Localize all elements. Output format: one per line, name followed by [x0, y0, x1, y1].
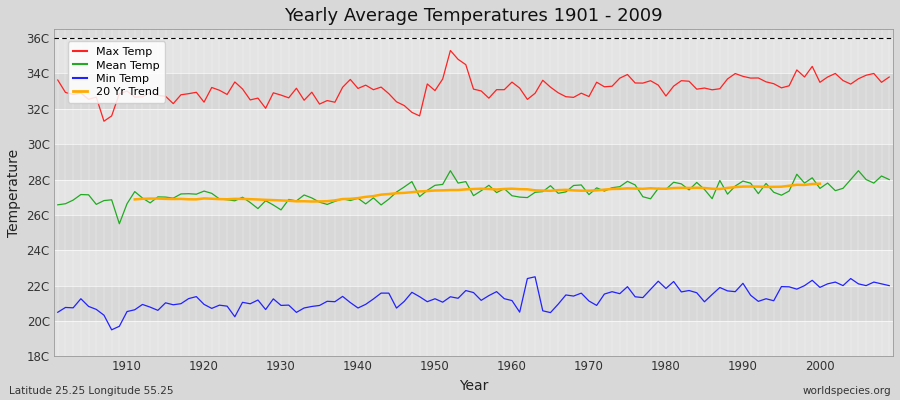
Line: Max Temp: Max Temp [58, 50, 889, 121]
Max Temp [291, 86, 302, 91]
Max Temp [615, 76, 626, 80]
Min Temp [615, 291, 626, 296]
Mean Temp [514, 195, 525, 200]
Mean Temp [291, 198, 302, 203]
Legend: Max Temp, Mean Temp, Min Temp, 20 Yr Trend: Max Temp, Mean Temp, Min Temp, 20 Yr Tre… [68, 41, 165, 102]
Max Temp [99, 119, 110, 124]
X-axis label: Year: Year [459, 379, 488, 393]
Min Temp [106, 328, 117, 332]
20 Yr Trend [306, 199, 317, 204]
20 Yr Trend [130, 197, 140, 202]
Line: Mean Temp: Mean Temp [58, 171, 889, 224]
Bar [54, 38, 893, 74]
Max Temp [884, 75, 895, 80]
Min Temp [884, 283, 895, 288]
Max Temp [445, 48, 455, 53]
20 Yr Trend [814, 181, 825, 186]
Bar [54, 250, 893, 286]
Bar [54, 286, 893, 321]
Min Temp [52, 310, 63, 315]
Min Temp [338, 294, 348, 299]
Mean Temp [122, 201, 132, 206]
Max Temp [122, 89, 132, 94]
Max Temp [514, 86, 525, 90]
Mean Temp [114, 221, 125, 226]
20 Yr Trend [706, 186, 717, 191]
Mean Temp [884, 177, 895, 182]
Bar [54, 215, 893, 250]
Line: Min Temp: Min Temp [58, 277, 889, 330]
Bar [54, 144, 893, 180]
Bar [54, 321, 893, 356]
Max Temp [522, 97, 533, 102]
Bar [54, 74, 893, 109]
Text: worldspecies.org: worldspecies.org [803, 386, 891, 396]
20 Yr Trend [221, 197, 232, 202]
Mean Temp [338, 196, 348, 201]
Min Temp [291, 310, 302, 315]
Min Temp [507, 298, 517, 303]
Max Temp [338, 85, 348, 90]
Bar [54, 109, 893, 144]
20 Yr Trend [345, 196, 356, 201]
20 Yr Trend [722, 186, 733, 190]
Mean Temp [52, 202, 63, 207]
Y-axis label: Temperature: Temperature [7, 149, 21, 237]
Min Temp [530, 274, 541, 279]
Bar [54, 180, 893, 215]
Max Temp [52, 78, 63, 82]
Text: Latitude 25.25 Longitude 55.25: Latitude 25.25 Longitude 55.25 [9, 386, 174, 396]
Min Temp [514, 310, 525, 314]
Mean Temp [522, 195, 533, 200]
Mean Temp [615, 184, 626, 189]
20 Yr Trend [791, 182, 802, 187]
20 Yr Trend [615, 186, 626, 191]
Mean Temp [445, 168, 455, 173]
Line: 20 Yr Trend: 20 Yr Trend [135, 184, 820, 202]
Min Temp [122, 309, 132, 314]
Title: Yearly Average Temperatures 1901 - 2009: Yearly Average Temperatures 1901 - 2009 [284, 7, 662, 25]
